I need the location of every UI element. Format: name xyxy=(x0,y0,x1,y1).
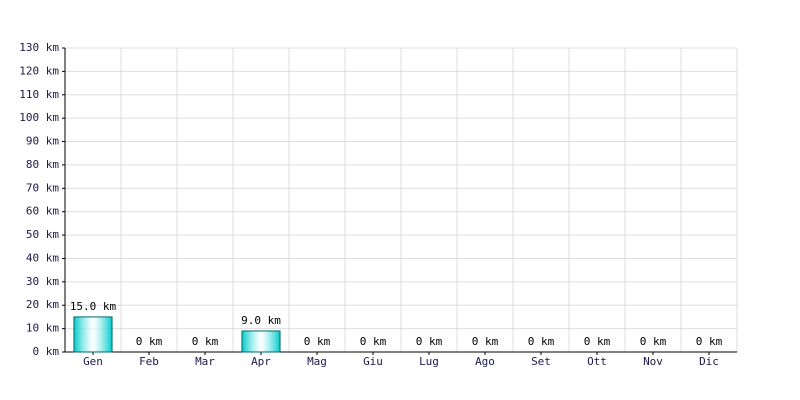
x-tick-label: Ago xyxy=(475,355,495,368)
x-tick-label: Feb xyxy=(139,355,159,368)
y-tick-label: 70 km xyxy=(26,181,59,194)
value-label: 0 km xyxy=(192,335,219,348)
value-label: 15.0 km xyxy=(70,300,117,313)
y-tick-label: 40 km xyxy=(26,251,59,264)
y-tick-label: 20 km xyxy=(26,298,59,311)
value-label: 0 km xyxy=(360,335,387,348)
y-tick-label: 60 km xyxy=(26,205,59,218)
y-tick-label: 30 km xyxy=(26,275,59,288)
y-tick-label: 0 km xyxy=(33,345,60,358)
value-label: 0 km xyxy=(304,335,331,348)
x-tick-label: Apr xyxy=(251,355,271,368)
value-label: 0 km xyxy=(584,335,611,348)
value-label: 9.0 km xyxy=(241,314,281,327)
y-tick-label: 110 km xyxy=(19,88,59,101)
x-tick-label: Ott xyxy=(587,355,607,368)
y-tick-label: 90 km xyxy=(26,135,59,148)
x-tick-label: Mag xyxy=(307,355,327,368)
value-label: 0 km xyxy=(472,335,499,348)
bar xyxy=(241,330,281,353)
x-tick-label: Lug xyxy=(419,355,439,368)
value-label: 0 km xyxy=(416,335,443,348)
x-tick-label: Gen xyxy=(83,355,103,368)
value-label: 0 km xyxy=(696,335,723,348)
value-label: 0 km xyxy=(528,335,555,348)
y-tick-label: 50 km xyxy=(26,228,59,241)
y-tick-label: 120 km xyxy=(19,64,59,77)
x-tick-label: Giu xyxy=(363,355,383,368)
y-tick-label: 130 km xyxy=(19,41,59,54)
y-tick-label: 100 km xyxy=(19,111,59,124)
y-tick-label: 80 km xyxy=(26,158,59,171)
x-tick-label: Dic xyxy=(699,355,719,368)
y-tick-label: 10 km xyxy=(26,322,59,335)
value-label: 0 km xyxy=(640,335,667,348)
value-label: 0 km xyxy=(136,335,163,348)
x-tick-label: Mar xyxy=(195,355,215,368)
bar xyxy=(73,316,113,353)
x-tick-label: Set xyxy=(531,355,551,368)
x-tick-label: Nov xyxy=(643,355,663,368)
